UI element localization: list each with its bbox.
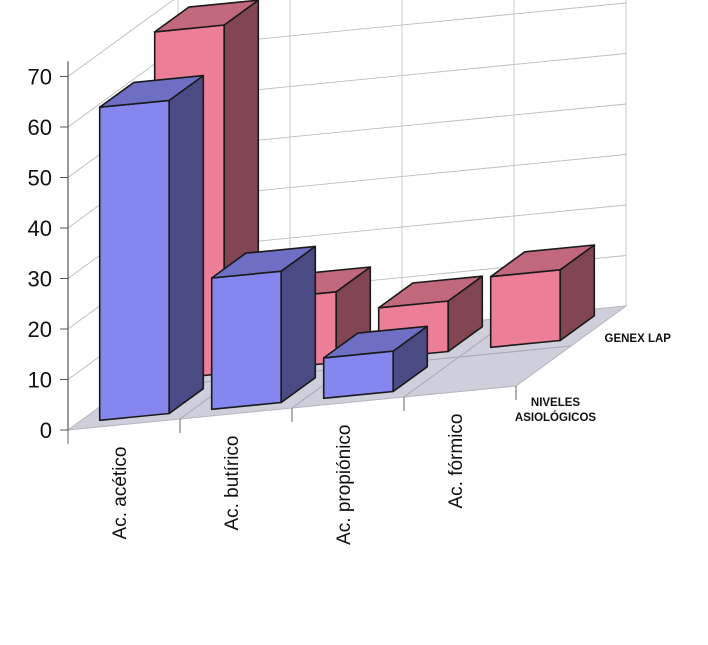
bar-s1-c3-front <box>489 268 562 349</box>
category-label: Ac. fórmico <box>446 414 467 509</box>
y-tick-label: 20 <box>28 317 52 342</box>
y-tick-label: 60 <box>28 115 52 140</box>
bar-s0-c0-front <box>98 99 170 422</box>
chart-labels: 0 10 20 30 40 50 60 70 Ac. acético Ac. butírico Ac… <box>28 65 672 545</box>
bar-s0-c1-front <box>210 270 283 411</box>
series-label-line: GENEX LAP <box>605 333 672 345</box>
y-tick-label: 70 <box>28 65 52 90</box>
bar-s1-c2-top <box>377 275 484 309</box>
y-tick-label: 10 <box>28 368 52 393</box>
bar-s0-c2-top <box>322 325 429 359</box>
bar-s0-c1-top <box>210 245 317 279</box>
category-label: Ac. propiónico <box>334 425 355 545</box>
bar-s0-c0-top <box>98 74 205 108</box>
series-label-line: ASIOLÓGICOS <box>515 411 596 424</box>
series-label-line: NIVELES <box>531 397 581 409</box>
bar-s0-c2-front <box>322 350 395 400</box>
series-label: GENEX LAP <box>605 333 672 345</box>
bar-s1-c0-top <box>153 0 260 33</box>
y-tick-label: 0 <box>40 418 52 443</box>
y-tick-label: 50 <box>28 166 52 191</box>
y-gridline <box>67 0 174 77</box>
bar-s1-c3-top <box>489 244 596 278</box>
series-label: NIVELES ASIOLÓGICOS <box>515 397 596 424</box>
bar-s0-c0-side <box>168 74 205 415</box>
bar-s0-c1-side <box>280 245 317 404</box>
category-label: Ac. butírico <box>222 436 243 531</box>
chart-bars <box>98 0 596 422</box>
y-tick-label: 30 <box>28 267 52 292</box>
category-label: Ac. acético <box>110 447 131 540</box>
y-tick-label: 40 <box>28 216 52 241</box>
